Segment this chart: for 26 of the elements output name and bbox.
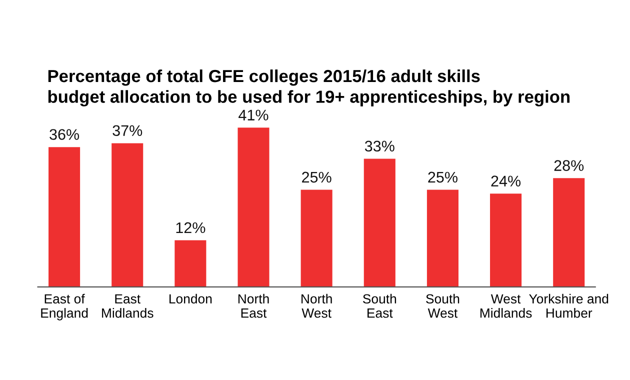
chart-title: Percentage of total GFE colleges 2015/16 adult skills budget allocation to be used for 19+ apprenticeships, by region: [48, 69, 570, 106]
data-label: 25%: [428, 172, 458, 183]
bar: [426, 190, 458, 287]
data-label: 12%: [176, 222, 206, 234]
bar: [364, 158, 396, 287]
x-tick-label: North East: [238, 294, 269, 318]
bar: [490, 194, 522, 287]
x-tick-label: London: [170, 294, 212, 304]
bar: [553, 178, 585, 287]
bar: [48, 147, 80, 287]
data-label: 24%: [491, 176, 521, 186]
x-tick-label: South East: [363, 294, 396, 318]
bar: [300, 190, 332, 287]
data-label: 25%: [302, 172, 332, 183]
data-label: 28%: [554, 160, 584, 171]
data-label: 37%: [112, 125, 142, 136]
data-label: 41%: [238, 110, 268, 120]
data-label: 33%: [364, 140, 394, 152]
bar: [112, 143, 144, 287]
x-tick-label: East of England: [41, 294, 88, 320]
x-tick-label: South West: [426, 294, 460, 318]
x-tick-label: North West: [302, 294, 332, 318]
data-label: 36%: [50, 129, 80, 140]
x-tick-label: East Midlands: [102, 294, 154, 318]
bar: [174, 240, 206, 287]
bar: [238, 128, 270, 287]
